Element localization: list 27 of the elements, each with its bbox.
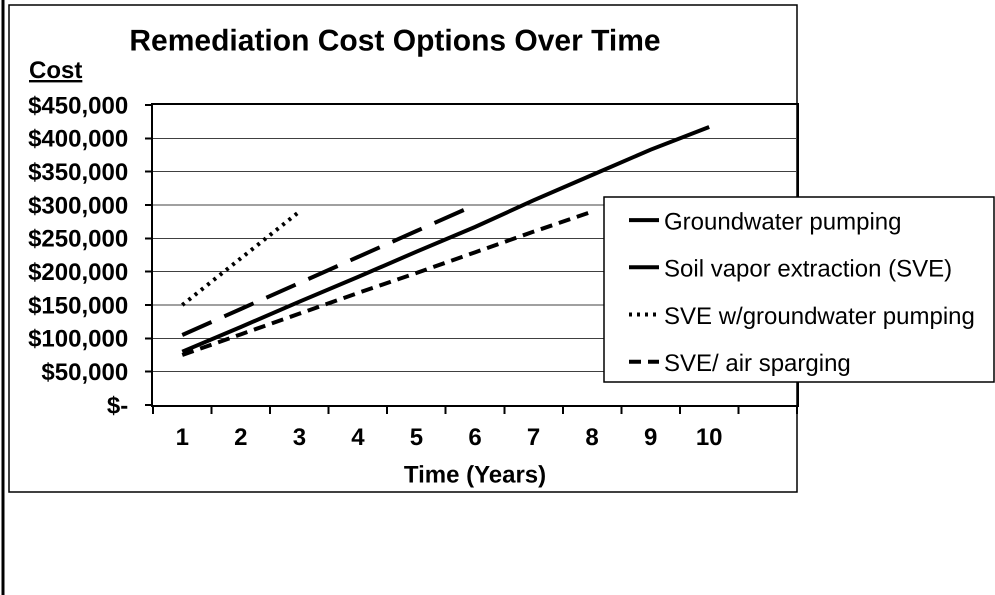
x-tick-label: 8 <box>585 424 599 451</box>
y-axis-title: Cost <box>29 57 82 84</box>
x-axis-title: Time (Years) <box>404 462 546 489</box>
x-tick-label: 1 <box>176 424 189 451</box>
y-tick-label: $50,000 <box>41 359 128 386</box>
x-tick-label: 5 <box>410 424 424 451</box>
y-tick-label: $350,000 <box>28 159 128 186</box>
legend-label: SVE w/groundwater pumping <box>664 302 975 330</box>
y-tick-label: $200,000 <box>28 259 128 286</box>
y-tick-label: $450,000 <box>28 92 128 120</box>
y-tick-label: $- <box>106 392 128 420</box>
x-tick-label: 4 <box>351 424 366 451</box>
chart-title: Remediation Cost Options Over Time <box>129 24 661 58</box>
x-tick-label: 6 <box>468 424 482 451</box>
x-tick-label: 2 <box>234 424 248 451</box>
y-tick-label: $300,000 <box>28 192 128 220</box>
y-tick-label: $100,000 <box>28 326 128 353</box>
y-tick-label: $150,000 <box>28 292 128 320</box>
legend-label: Soil vapor extraction (SVE) <box>664 256 952 283</box>
legend-label: Groundwater pumping <box>664 208 902 236</box>
x-tick-label: 9 <box>644 424 658 451</box>
y-tick-label: $400,000 <box>28 126 128 153</box>
x-tick-label: 3 <box>292 424 306 451</box>
legend-label: SVE/ air sparging <box>664 350 851 378</box>
y-tick-label: $250,000 <box>28 226 128 253</box>
x-tick-label: 7 <box>526 424 540 451</box>
x-tick-label: 10 <box>696 424 723 451</box>
